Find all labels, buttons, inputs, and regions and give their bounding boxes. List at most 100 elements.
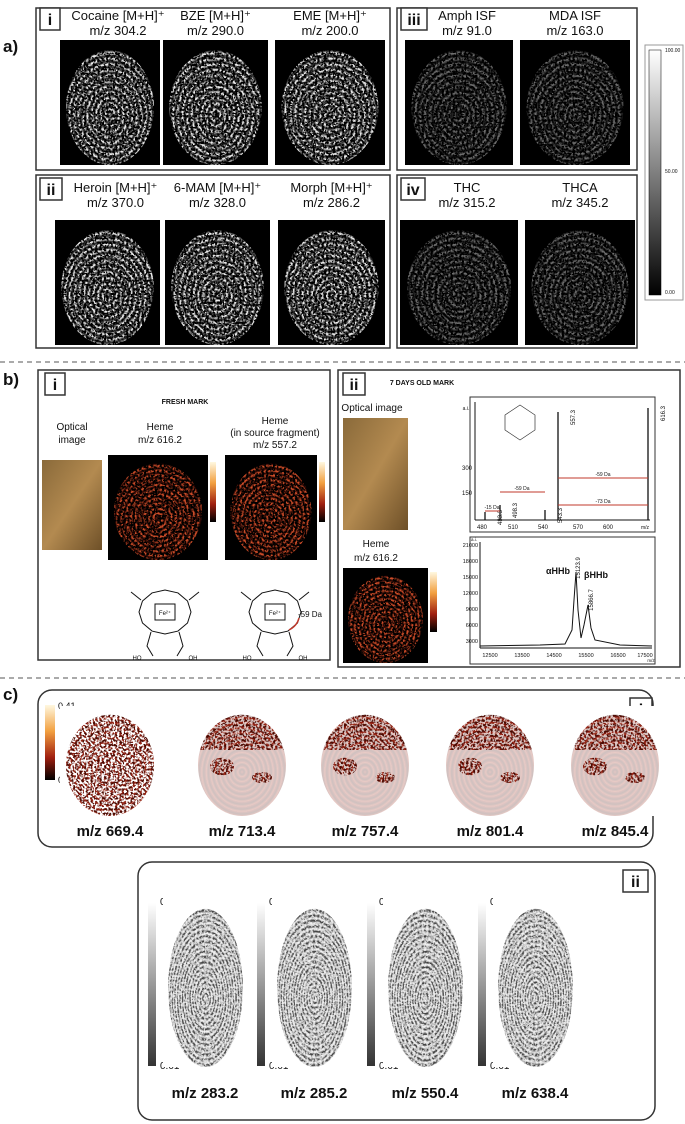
fingerprint: [411, 50, 507, 165]
porphyrin-ring: [248, 589, 302, 635]
panel-tag-text: ii: [631, 874, 640, 891]
image-mz: m/z 285.2: [281, 1085, 348, 1102]
panel-tag: [400, 7, 428, 31]
ridge-faint: [321, 714, 409, 816]
panel-frame: [396, 7, 638, 171]
image-mz: m/z 370.0: [87, 195, 144, 210]
ridges: [230, 463, 312, 560]
image-title: THCA: [562, 180, 598, 195]
colorbar: [148, 903, 156, 1066]
panel-tag: [342, 372, 366, 396]
x-tick-label: 480: [477, 525, 488, 531]
ridges: [498, 908, 573, 1067]
label: Heme: [262, 416, 289, 427]
label: -59 Da: [298, 610, 323, 619]
fingerprint: [348, 575, 423, 663]
image-title: 6-MAM [M+H]⁺: [174, 180, 261, 195]
spectrum-frame: [469, 536, 656, 665]
image-title: MDA ISF: [549, 8, 601, 23]
x-tick-label: 17500: [637, 653, 652, 659]
side-chains: [130, 591, 200, 657]
ridge-faint: [446, 714, 534, 816]
panel-tag: [39, 7, 61, 31]
spectrum-trace: [479, 571, 653, 647]
x-tick-label: 540: [538, 525, 549, 531]
y-tick-label: 150: [462, 491, 473, 497]
label: Optical image: [341, 403, 403, 414]
x-tick-label: 16500: [610, 653, 625, 659]
pyrrole: [264, 603, 286, 621]
fingerprint: [61, 230, 154, 345]
y-tick-label: 3000: [466, 639, 478, 645]
label: (in source fragment): [230, 428, 319, 439]
label: a): [3, 37, 18, 56]
fingerprint: [114, 463, 202, 560]
fingerprint: [168, 908, 243, 1067]
peak-label: 15123.9: [576, 557, 582, 579]
ridges: [284, 230, 379, 345]
ridge-faint: [198, 714, 286, 816]
label: m/z 557.2: [253, 440, 297, 451]
image-title: Cocaine [M+H]⁺: [71, 8, 164, 23]
x-axis-label: m/z: [647, 658, 655, 663]
ridges: [348, 575, 423, 663]
colorbar-label: 100.00: [665, 48, 681, 54]
image-mz: m/z 801.4: [457, 823, 524, 840]
image-title: Morph [M+H]⁺: [290, 180, 372, 195]
fingerprint: [171, 230, 264, 345]
label: Optical: [56, 422, 87, 433]
label: image: [58, 435, 86, 446]
label: m/z 616.2: [354, 553, 398, 564]
image-mz: m/z 290.0: [187, 23, 244, 38]
colorbar: [648, 49, 662, 296]
colorbar: [210, 462, 216, 522]
spectrum-frame: [469, 396, 656, 533]
image-title: Amph ISF: [438, 8, 496, 23]
panel-tag: [44, 372, 66, 396]
label: FRESH MARK: [162, 399, 209, 406]
colorbar: [319, 462, 325, 522]
colorbar: [367, 903, 375, 1066]
ridges: [526, 50, 624, 165]
colorbar: [478, 903, 486, 1066]
image-mz: m/z 91.0: [442, 23, 492, 38]
colorbar-label: 0.00: [665, 290, 675, 296]
fingerprint: [230, 463, 312, 560]
y-tick-label: 15000: [463, 575, 478, 581]
panel-frame: [337, 369, 681, 668]
ridges: [411, 50, 507, 165]
panel-frame: [35, 7, 391, 171]
x-tick-label: 13500: [514, 653, 529, 659]
image-mz: m/z 550.4: [392, 1085, 459, 1102]
peak-name: αHHb: [546, 566, 571, 576]
panel-frame: [396, 174, 638, 349]
label: m/z 616.2: [138, 435, 182, 446]
optical-image: [42, 460, 102, 550]
y-axis-label: a.i.: [463, 406, 470, 412]
image-mz: m/z 345.2: [551, 195, 608, 210]
peak-name: βHHb: [584, 570, 608, 580]
label: c): [3, 685, 18, 704]
peak-label: 498.3: [513, 502, 519, 518]
x-tick-label: 14500: [546, 653, 561, 659]
ridges: [388, 908, 463, 1067]
y-tick-label: 6000: [466, 623, 478, 629]
peak-label: 483.3: [498, 509, 504, 525]
image-title: BZE [M+H]⁺: [180, 8, 251, 23]
panel-tag: [622, 869, 649, 893]
panel-tag-text: i: [53, 377, 57, 394]
ridges: [66, 714, 154, 816]
loss-label: -73 Da: [595, 499, 610, 505]
image-title: EME [M+H]⁺: [293, 8, 367, 23]
atom: Fe²⁺: [269, 610, 281, 617]
ridges: [531, 230, 629, 345]
ridges: [168, 908, 243, 1067]
x-tick-label: 12500: [482, 653, 497, 659]
fingerprint: [388, 908, 463, 1067]
image-title: Heroin [M+H]⁺: [74, 180, 158, 195]
mini-structure: [504, 404, 536, 441]
panel-frame: [137, 861, 656, 1121]
ridges: [407, 230, 511, 345]
side-chains: [240, 591, 310, 657]
